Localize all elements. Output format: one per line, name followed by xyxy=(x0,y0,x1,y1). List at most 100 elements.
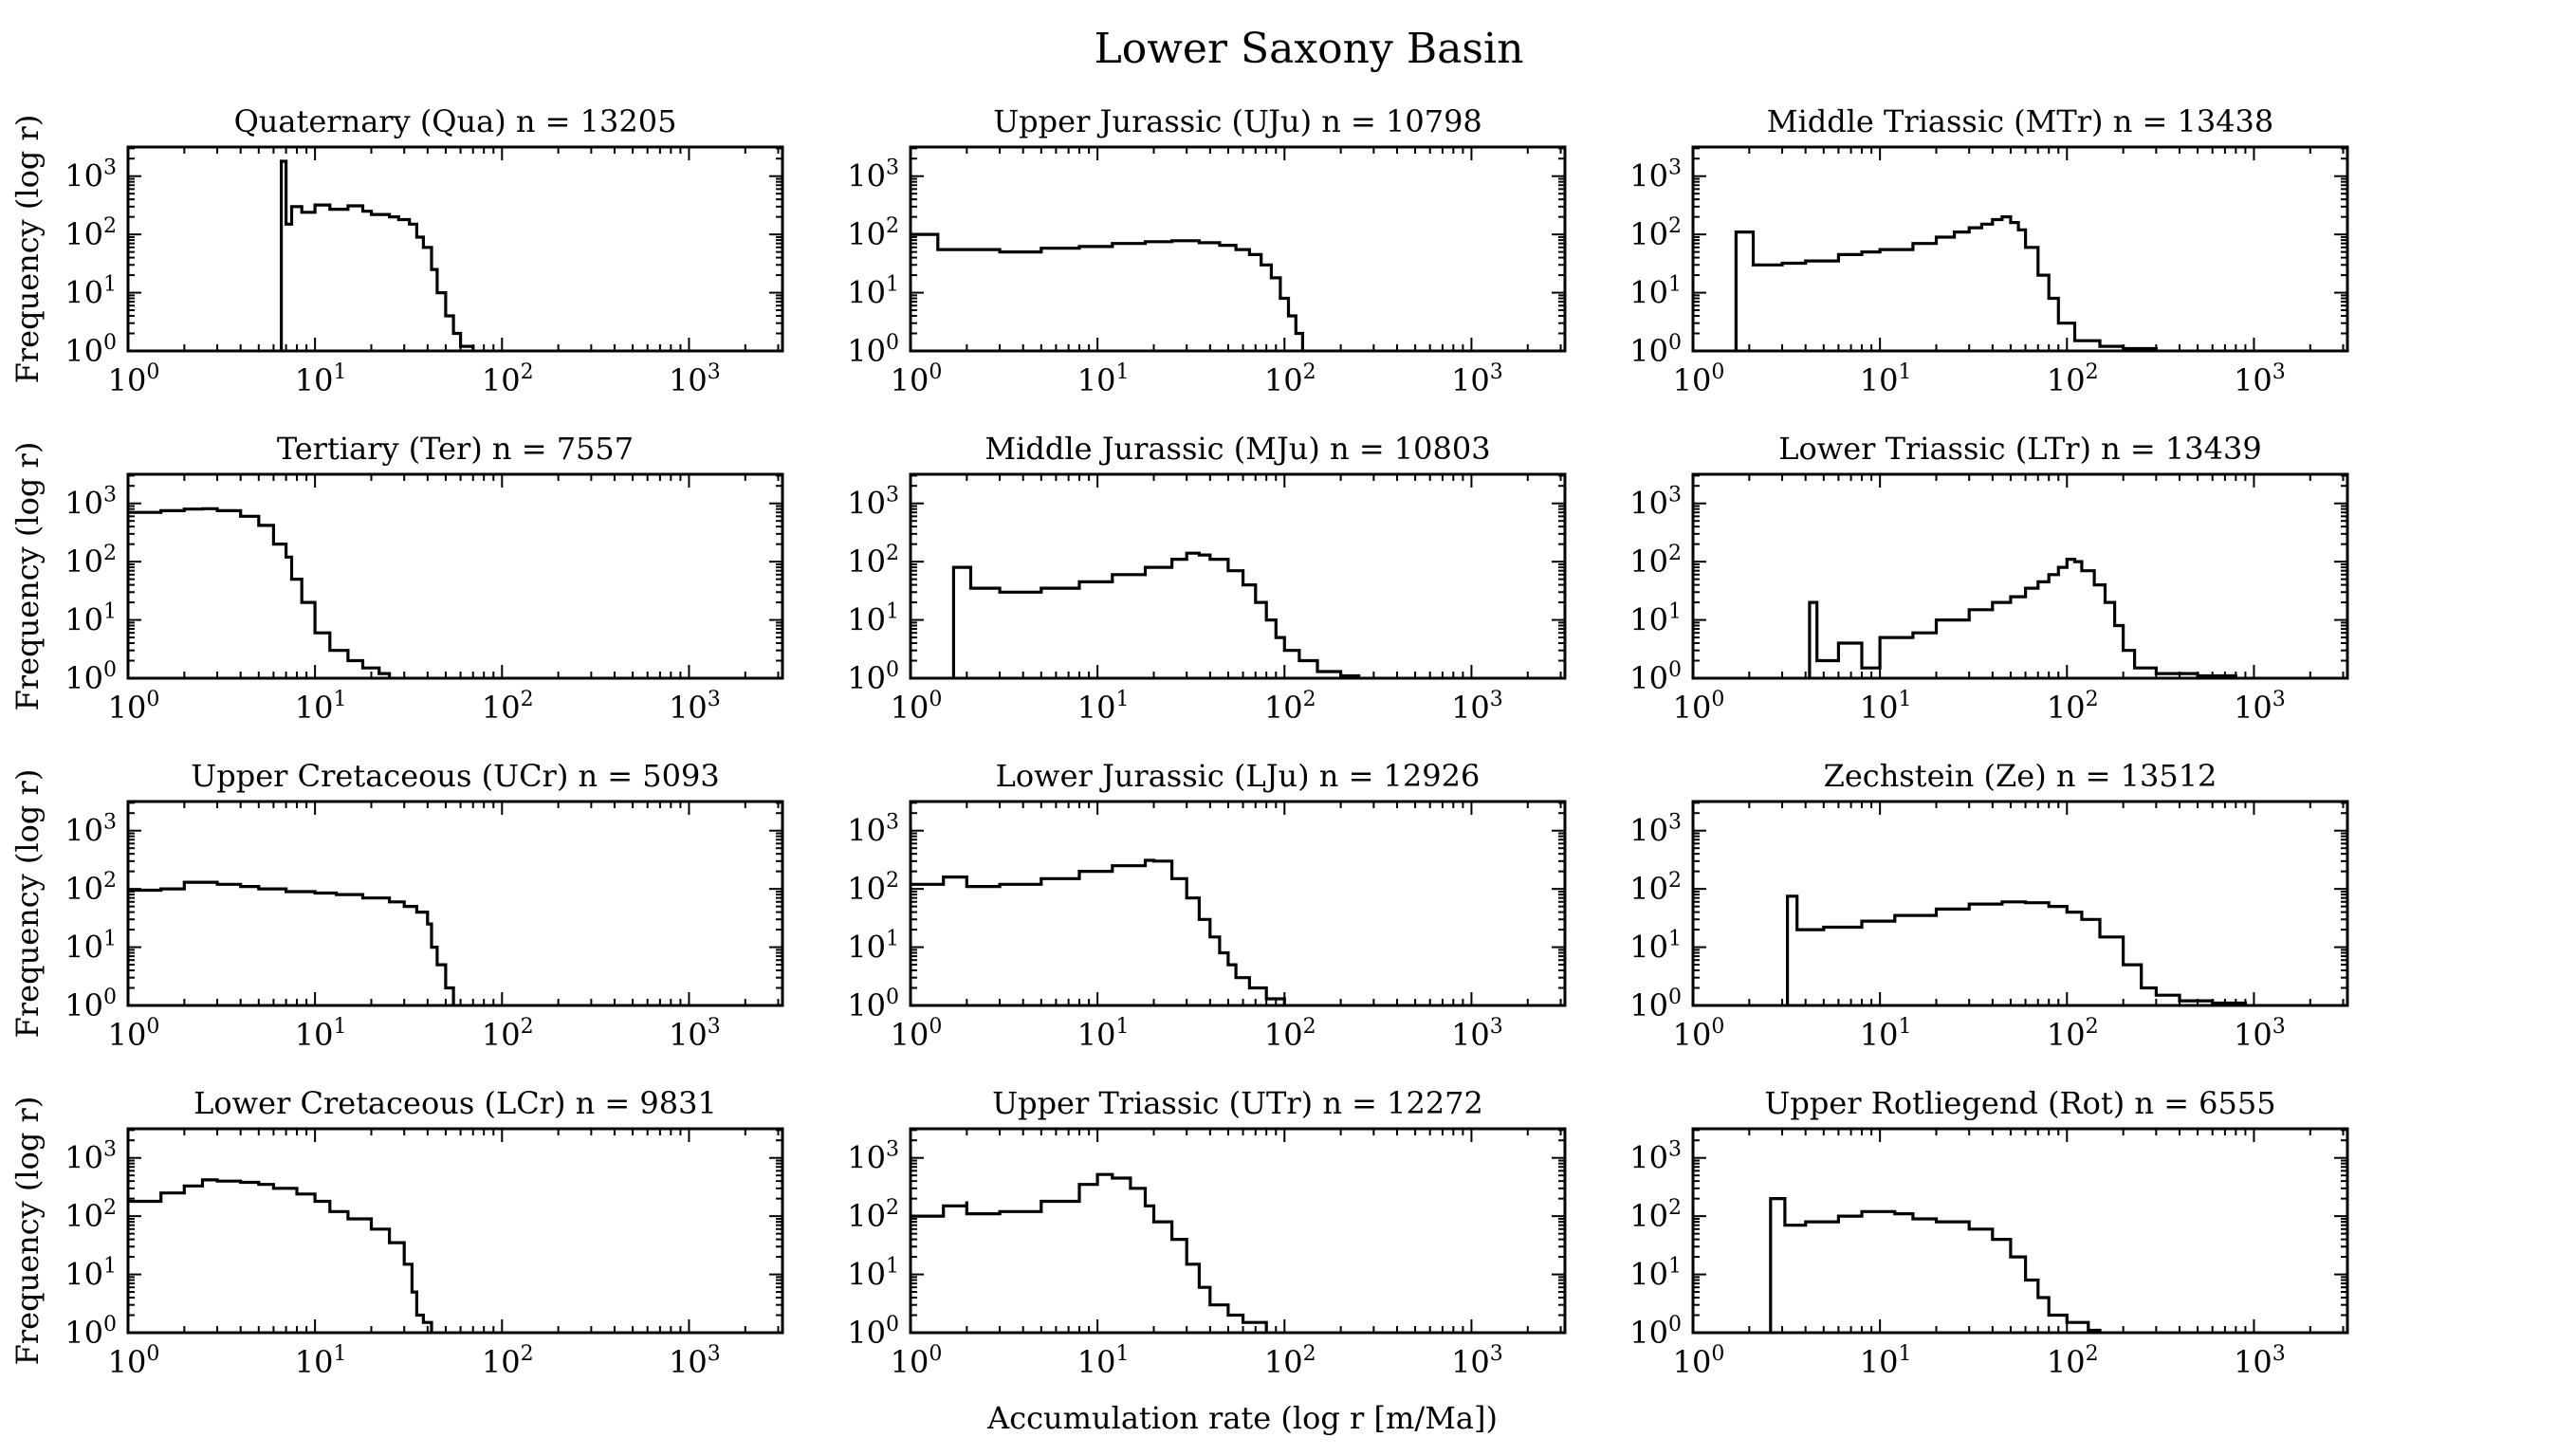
x-tick-label: 102 xyxy=(2047,688,2099,726)
x-tick-label: 100 xyxy=(891,688,943,726)
panel-middle-jurassic-mju: Middle Jurassic (MJu) n = 10803 100 101 102… xyxy=(847,431,1567,726)
panel-title: Middle Jurassic (MJu) n = 10803 xyxy=(984,431,1490,467)
x-tick-label: 100 xyxy=(108,1342,160,1380)
x-tick-label: 100 xyxy=(891,1342,943,1380)
axes-frame xyxy=(909,145,1567,353)
y-tick-label: 103 xyxy=(64,1138,117,1176)
x-tick-label: 102 xyxy=(1264,1015,1316,1053)
y-tick-label: 103 xyxy=(1629,484,1682,522)
y-tick-label: 101 xyxy=(1629,1255,1682,1293)
y-tick-label: 102 xyxy=(1629,542,1682,580)
panel-upper-cretaceous-ucr: Upper Cretaceous (UCr) n = 5093 100 101 102… xyxy=(9,758,784,1053)
panel-middle-triassic-mtr: Middle Triassic (MTr) n = 13438 100 101 102… xyxy=(1629,103,2349,398)
x-tick-label: 100 xyxy=(891,1015,943,1053)
y-tick-label: 100 xyxy=(847,331,899,369)
histogram-line xyxy=(1786,894,2247,1005)
panel-upper-rotliegend-rot: Upper Rotliegend (Rot) n = 6555 100 101 102… xyxy=(1629,1085,2349,1380)
y-tick-label: 100 xyxy=(847,658,899,696)
x-tick-label: 102 xyxy=(2047,1015,2099,1053)
x-tick-label: 101 xyxy=(295,360,347,398)
axes-frame xyxy=(126,1127,784,1335)
x-tick-label: 100 xyxy=(108,688,160,726)
panels: Quaternary (Qua) n = 13205 100 101 102 103 10… xyxy=(9,103,2349,1380)
y-tick-label: 101 xyxy=(847,1255,899,1293)
y-tick-label: 100 xyxy=(1629,331,1682,369)
panel-lower-triassic-ltr: Lower Triassic (LTr) n = 13439 100 101 102 1… xyxy=(1629,431,2349,726)
y-tick-label: 101 xyxy=(64,273,117,311)
x-tick-label: 102 xyxy=(2047,360,2099,398)
y-tick-label: 103 xyxy=(64,811,117,849)
x-tick-label: 102 xyxy=(482,1015,534,1053)
x-tick-label: 103 xyxy=(1451,1342,1503,1380)
histogram-line xyxy=(128,507,392,678)
y-tick-label: 103 xyxy=(64,484,117,522)
x-tick-label: 100 xyxy=(108,1015,160,1053)
y-tick-label: 100 xyxy=(1629,1313,1682,1351)
y-tick-label: 102 xyxy=(1629,869,1682,907)
y-tick-label: 101 xyxy=(64,600,117,638)
x-tick-label: 103 xyxy=(669,688,721,726)
x-tick-label: 102 xyxy=(2047,1342,2099,1380)
x-tick-label: 103 xyxy=(2234,1342,2286,1380)
x-tick-label: 103 xyxy=(669,1015,721,1053)
histogram-line xyxy=(1769,1197,2102,1333)
panel-title: Lower Jurassic (LJu) n = 12926 xyxy=(996,758,1481,794)
y-tick-label: 102 xyxy=(64,1196,117,1234)
axes-frame xyxy=(1691,1127,2349,1335)
y-tick-label: 103 xyxy=(847,157,899,194)
axes-frame xyxy=(909,800,1567,1007)
panel-quaternary-qua: Quaternary (Qua) n = 13205 100 101 102 103 10… xyxy=(9,103,784,398)
histogram-line xyxy=(911,232,1304,351)
x-tick-label: 100 xyxy=(108,360,160,398)
y-tick-label: 100 xyxy=(847,986,899,1023)
y-axis-label: Frequency (log r) xyxy=(9,1097,46,1366)
y-tick-label: 101 xyxy=(64,1255,117,1293)
panel-title: Lower Triassic (LTr) n = 13439 xyxy=(1778,431,2261,467)
x-tick-label: 103 xyxy=(669,360,721,398)
y-tick-label: 102 xyxy=(847,542,899,580)
panel-upper-triassic-utr: Upper Triassic (UTr) n = 12272 100 101 102 1… xyxy=(847,1085,1567,1380)
x-tick-label: 103 xyxy=(669,1342,721,1380)
axes-frame xyxy=(909,472,1567,680)
x-tick-label: 101 xyxy=(1077,1015,1130,1053)
y-tick-label: 101 xyxy=(1629,273,1682,311)
panel-title: Tertiary (Ter) n = 7557 xyxy=(277,431,634,467)
y-tick-label: 101 xyxy=(847,600,899,638)
panel-lower-cretaceous-lcr: Lower Cretaceous (LCr) n = 9831 100 101 102… xyxy=(9,1085,784,1380)
panel-title: Upper Triassic (UTr) n = 12272 xyxy=(992,1085,1483,1121)
x-tick-label: 102 xyxy=(482,688,534,726)
y-tick-label: 100 xyxy=(64,331,117,369)
x-tick-label: 103 xyxy=(2234,1015,2286,1053)
y-tick-label: 101 xyxy=(847,273,899,311)
x-tick-label: 101 xyxy=(1860,1015,1912,1053)
x-tick-label: 103 xyxy=(1451,688,1503,726)
panel-title: Zechstein (Ze) n = 13512 xyxy=(1824,758,2217,794)
y-tick-label: 103 xyxy=(1629,157,1682,194)
panel-title: Upper Cretaceous (UCr) n = 5093 xyxy=(191,758,719,794)
y-tick-label: 100 xyxy=(64,1313,117,1351)
y-axis-label: Frequency (log r) xyxy=(9,769,46,1039)
y-tick-label: 103 xyxy=(847,1138,899,1176)
axes-frame xyxy=(126,145,784,353)
histogram-line xyxy=(1808,558,2237,678)
panel-lower-jurassic-lju: Lower Jurassic (LJu) n = 12926 100 101 102 1… xyxy=(847,758,1567,1053)
x-tick-label: 100 xyxy=(1673,1015,1725,1053)
histogram-line xyxy=(128,1178,433,1333)
axes-frame xyxy=(126,472,784,680)
y-tick-label: 103 xyxy=(1629,811,1682,849)
x-tick-label: 100 xyxy=(1673,688,1725,726)
histogram-line xyxy=(911,1172,1268,1333)
x-tick-label: 103 xyxy=(2234,688,2286,726)
axes-frame xyxy=(1691,472,2349,680)
y-tick-label: 100 xyxy=(64,986,117,1023)
y-tick-label: 102 xyxy=(1629,214,1682,252)
x-tick-label: 101 xyxy=(295,688,347,726)
y-tick-label: 101 xyxy=(1629,928,1682,966)
x-tick-label: 103 xyxy=(1451,360,1503,398)
axes-frame xyxy=(1691,145,2349,353)
figure-title: Lower Saxony Basin xyxy=(1095,25,1524,73)
histogram-line xyxy=(128,880,455,1005)
y-tick-label: 101 xyxy=(64,928,117,966)
x-tick-label: 102 xyxy=(1264,360,1316,398)
